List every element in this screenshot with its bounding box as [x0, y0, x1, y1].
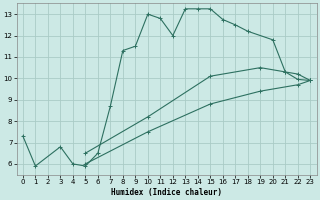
X-axis label: Humidex (Indice chaleur): Humidex (Indice chaleur) — [111, 188, 222, 197]
